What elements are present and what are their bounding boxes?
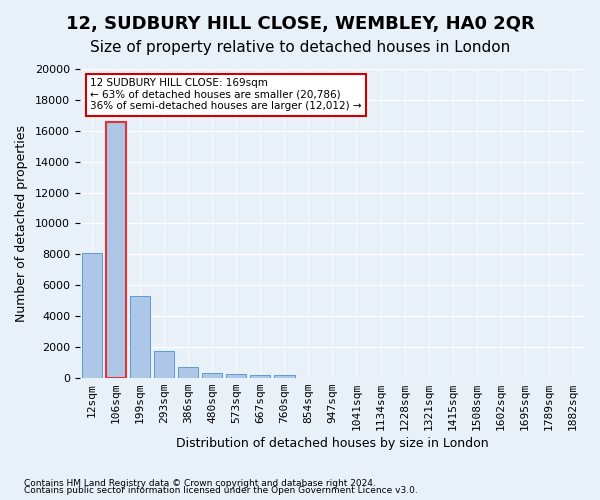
Text: Contains HM Land Registry data © Crown copyright and database right 2024.: Contains HM Land Registry data © Crown c…: [24, 478, 376, 488]
Y-axis label: Number of detached properties: Number of detached properties: [15, 125, 28, 322]
Text: 12, SUDBURY HILL CLOSE, WEMBLEY, HA0 2QR: 12, SUDBURY HILL CLOSE, WEMBLEY, HA0 2QR: [65, 15, 535, 33]
Bar: [154, 351, 174, 378]
Bar: [178, 367, 198, 378]
Text: 12 SUDBURY HILL CLOSE: 169sqm
← 63% of detached houses are smaller (20,786)
36% : 12 SUDBURY HILL CLOSE: 169sqm ← 63% of d…: [90, 78, 362, 112]
Bar: [130, 296, 150, 378]
Text: Size of property relative to detached houses in London: Size of property relative to detached ho…: [90, 40, 510, 55]
Bar: [106, 122, 126, 378]
Bar: [82, 253, 102, 378]
Bar: [202, 372, 223, 378]
Bar: [226, 374, 247, 378]
X-axis label: Distribution of detached houses by size in London: Distribution of detached houses by size …: [176, 437, 489, 450]
Bar: [274, 375, 295, 378]
Text: Contains public sector information licensed under the Open Government Licence v3: Contains public sector information licen…: [24, 486, 418, 495]
Bar: [250, 375, 271, 378]
